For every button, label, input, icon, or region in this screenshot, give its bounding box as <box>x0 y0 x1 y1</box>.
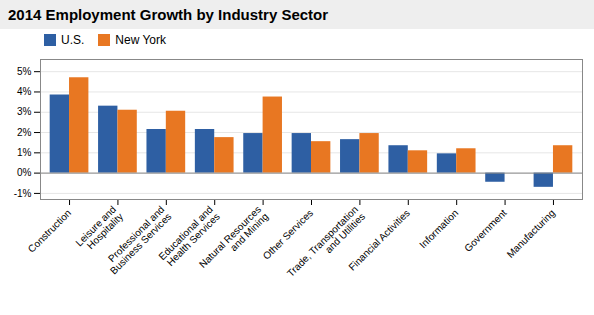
svg-text:0%: 0% <box>17 167 32 178</box>
svg-text:2%: 2% <box>17 127 32 138</box>
svg-text:5%: 5% <box>17 66 32 77</box>
svg-text:Professional andBusiness Servi: Professional andBusiness Services <box>101 204 174 277</box>
svg-text:Natural Resourcesand Mining: Natural Resourcesand Mining <box>197 204 270 277</box>
svg-text:Information: Information <box>417 207 460 250</box>
svg-text:Construction: Construction <box>26 207 73 254</box>
svg-text:4%: 4% <box>17 86 32 97</box>
svg-text:Trade, Transportationand Utili: Trade, Transportationand Utilities <box>285 204 367 286</box>
svg-text:Manufacturing: Manufacturing <box>505 207 558 260</box>
svg-text:1%: 1% <box>17 147 32 158</box>
svg-text:Government: Government <box>462 207 509 254</box>
svg-text:-1%: -1% <box>14 188 32 199</box>
svg-text:Financial Activities: Financial Activities <box>346 207 412 273</box>
svg-text:3%: 3% <box>17 106 32 117</box>
